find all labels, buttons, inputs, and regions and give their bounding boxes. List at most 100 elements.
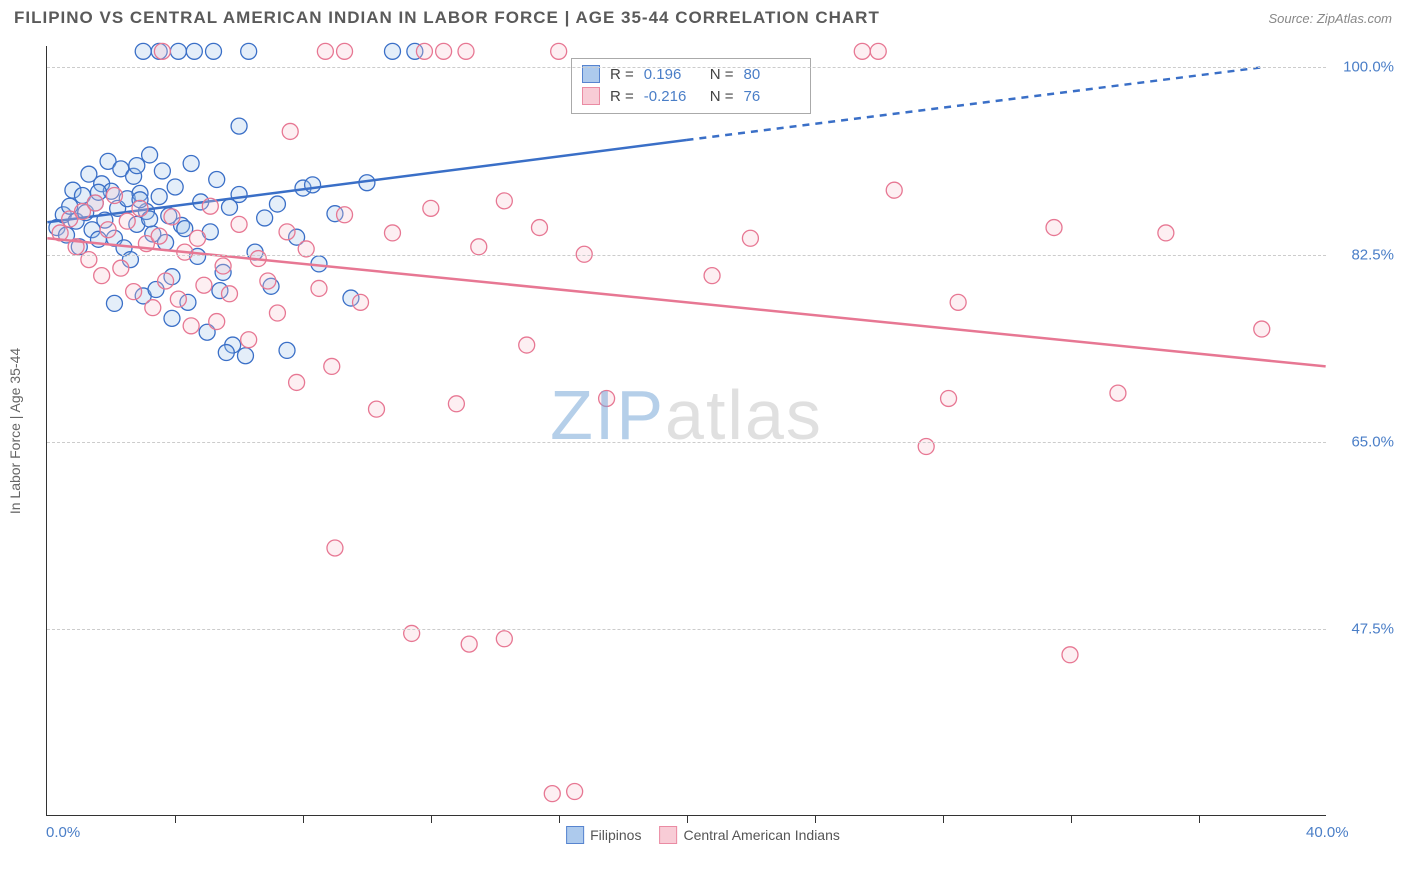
scatter-point: [305, 177, 321, 193]
gridline-h: [47, 629, 1326, 630]
scatter-point: [317, 43, 333, 59]
scatter-point: [142, 147, 158, 163]
y-tick-label: 82.5%: [1351, 246, 1394, 263]
scatter-point: [704, 268, 720, 284]
x-tick: [559, 815, 560, 823]
x-axis-min-label: 0.0%: [46, 824, 80, 841]
scatter-point: [337, 43, 353, 59]
x-tick: [943, 815, 944, 823]
scatter-point: [167, 179, 183, 195]
scatter-point: [1110, 385, 1126, 401]
scatter-point: [202, 198, 218, 214]
stats-n-value: 76: [744, 88, 800, 105]
scatter-point: [257, 210, 273, 226]
scatter-point: [423, 200, 439, 216]
x-tick: [303, 815, 304, 823]
scatter-point: [416, 43, 432, 59]
stats-r-label: R =: [610, 88, 634, 105]
watermark: ZIPatlas: [550, 375, 823, 455]
scatter-point: [886, 182, 902, 198]
scatter-point: [532, 220, 548, 236]
x-tick: [431, 815, 432, 823]
x-tick: [1199, 815, 1200, 823]
scatter-point: [154, 43, 170, 59]
scatter-point: [164, 209, 180, 225]
scatter-point: [353, 294, 369, 310]
scatter-point: [170, 43, 186, 59]
scatter-point: [324, 358, 340, 374]
scatter-point: [209, 172, 225, 188]
scatter-point: [282, 123, 298, 139]
scatter-point: [151, 228, 167, 244]
scatter-point: [231, 118, 247, 134]
scatter-point: [458, 43, 474, 59]
scatter-point: [436, 43, 452, 59]
scatter-point: [551, 43, 567, 59]
scatter-point: [269, 196, 285, 212]
scatter-point: [132, 200, 148, 216]
scatter-point: [106, 188, 122, 204]
scatter-point: [950, 294, 966, 310]
bottom-legend: Filipinos Central American Indians: [566, 826, 840, 844]
legend-swatch-icon: [566, 826, 584, 844]
scatter-point: [196, 277, 212, 293]
scatter-point: [337, 207, 353, 223]
scatter-point: [154, 163, 170, 179]
scatter-point: [113, 260, 129, 276]
scatter-point: [1254, 321, 1270, 337]
scatter-point: [100, 222, 116, 238]
scatter-point: [87, 195, 103, 211]
stats-row: R = -0.216 N = 76: [582, 85, 800, 107]
source-attribution: Source: ZipAtlas.com: [1268, 11, 1392, 26]
legend-swatch-icon: [659, 826, 677, 844]
x-tick: [1071, 815, 1072, 823]
scatter-point: [496, 631, 512, 647]
scatter-point: [742, 230, 758, 246]
scatter-point: [289, 374, 305, 390]
gridline-h: [47, 255, 1326, 256]
scatter-point: [218, 345, 234, 361]
scatter-point: [941, 390, 957, 406]
scatter-point: [870, 43, 886, 59]
scatter-point: [369, 401, 385, 417]
stats-n-label: N =: [710, 88, 734, 105]
scatter-point: [384, 43, 400, 59]
scatter-point: [237, 348, 253, 364]
x-axis-max-label: 40.0%: [1306, 824, 1349, 841]
stats-r-value: -0.216: [644, 88, 700, 105]
scatter-point: [135, 43, 151, 59]
scatter-point: [1062, 647, 1078, 663]
scatter-point: [94, 268, 110, 284]
y-tick-label: 47.5%: [1351, 620, 1394, 637]
chart-plot-area: In Labor Force | Age 35-44 ZIPatlas R =0…: [46, 46, 1326, 816]
legend-label: Central American Indians: [683, 827, 839, 843]
scatter-point: [206, 43, 222, 59]
scatter-point: [1046, 220, 1062, 236]
y-tick-label: 100.0%: [1343, 59, 1394, 76]
scatter-point: [129, 158, 145, 174]
scatter-point: [471, 239, 487, 255]
scatter-point: [404, 625, 420, 641]
scatter-point: [231, 186, 247, 202]
scatter-point: [158, 273, 174, 289]
legend-label: Filipinos: [590, 827, 641, 843]
scatter-point: [183, 318, 199, 334]
scatter-point: [241, 43, 257, 59]
scatter-point: [311, 280, 327, 296]
scatter-point: [519, 337, 535, 353]
scatter-point: [279, 342, 295, 358]
scatter-point: [209, 314, 225, 330]
scatter-point: [854, 43, 870, 59]
scatter-point: [119, 213, 135, 229]
scatter-point: [106, 295, 122, 311]
scatter-point: [384, 225, 400, 241]
scatter-point: [126, 284, 142, 300]
scatter-point: [241, 332, 257, 348]
legend-item-filipinos: Filipinos: [566, 826, 641, 844]
gridline-h: [47, 442, 1326, 443]
x-tick: [175, 815, 176, 823]
scatter-point: [279, 224, 295, 240]
chart-title: FILIPINO VS CENTRAL AMERICAN INDIAN IN L…: [14, 8, 880, 28]
scatter-point: [151, 189, 167, 205]
y-axis-label: In Labor Force | Age 35-44: [7, 347, 23, 513]
